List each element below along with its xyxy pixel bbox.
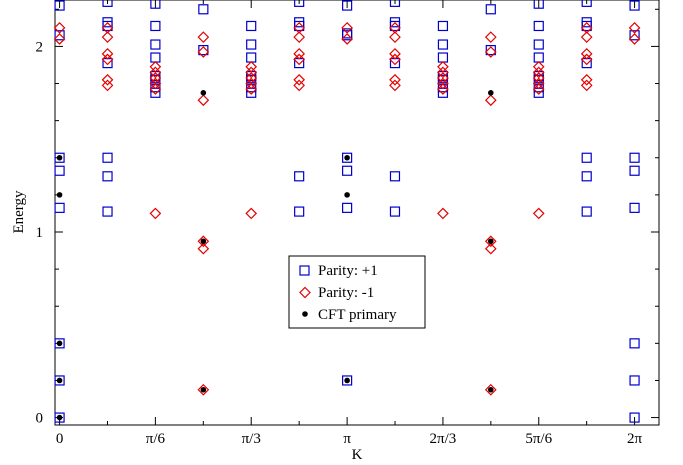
parity-plus-point: [247, 88, 256, 97]
parity-plus-point: [55, 203, 64, 212]
x-tick-label: 0: [56, 431, 64, 447]
parity-plus-point: [438, 21, 447, 30]
cft-primary-point: [201, 90, 207, 96]
cft-primary-point: [344, 155, 350, 161]
x-tick-label: 2π/3: [430, 431, 457, 447]
parity-minus-point: [198, 32, 208, 42]
parity-minus-point: [438, 208, 448, 218]
parity-plus-point: [343, 203, 352, 212]
cft-primary-point: [57, 378, 63, 384]
x-axis-label: K: [352, 447, 363, 463]
parity-minus-point: [486, 47, 496, 57]
parity-plus-point: [247, 40, 256, 49]
x-tick-label: 2π: [627, 431, 643, 447]
x-tick-label: π/3: [242, 431, 261, 447]
legend: Parity: +1 Parity: -1 CFT primary: [289, 256, 425, 328]
parity-plus-point: [582, 59, 591, 68]
parity-plus-point: [295, 59, 304, 68]
parity-plus-point: [390, 207, 399, 216]
parity-plus-point: [295, 207, 304, 216]
y-tick-label: 0: [36, 411, 44, 427]
legend-label-parity-minus: Parity: -1: [318, 285, 374, 301]
parity-plus-point: [103, 153, 112, 162]
cft-primary-point: [488, 387, 494, 393]
parity-minus-point: [246, 208, 256, 218]
parity-plus-point: [534, 53, 543, 62]
parity-plus-point: [151, 88, 160, 97]
data-marks: [55, 0, 640, 422]
parity-plus-point: [582, 153, 591, 162]
parity-plus-point: [390, 172, 399, 181]
cft-primary-point: [488, 238, 494, 244]
parity-minus-point: [630, 34, 640, 44]
legend-dot-marker: [302, 311, 308, 317]
parity-plus-point: [151, 53, 160, 62]
y-tick-label: 1: [36, 225, 44, 241]
parity-minus-point: [534, 208, 544, 218]
parity-plus-point: [534, 21, 543, 30]
parity-plus-point: [103, 59, 112, 68]
cft-primary-point: [57, 192, 63, 198]
cft-primary-point: [344, 192, 350, 198]
legend-label-cft-primary: CFT primary: [318, 307, 397, 323]
parity-minus-point: [198, 47, 208, 57]
parity-plus-point: [582, 207, 591, 216]
parity-plus-point: [151, 21, 160, 30]
parity-plus-point: [151, 40, 160, 49]
parity-plus-point: [582, 172, 591, 181]
y-axis-label: Energy: [11, 190, 27, 234]
plot-frame: [55, 0, 659, 425]
parity-plus-point: [199, 5, 208, 14]
parity-plus-point: [630, 203, 639, 212]
x-tick-label: π/6: [146, 431, 166, 447]
cft-primary-point: [57, 341, 63, 347]
parity-plus-point: [247, 21, 256, 30]
parity-plus-point: [630, 376, 639, 385]
parity-minus-point: [198, 95, 208, 105]
cft-primary-point: [57, 155, 63, 161]
parity-minus-point: [150, 208, 160, 218]
parity-plus-point: [534, 88, 543, 97]
parity-minus-point: [486, 32, 496, 42]
x-tick-label: 5π/6: [525, 431, 552, 447]
parity-minus-point: [342, 34, 352, 44]
parity-minus-point: [198, 244, 208, 254]
y-tick-label: 2: [36, 39, 44, 55]
parity-plus-point: [630, 153, 639, 162]
cft-primary-point: [57, 415, 63, 421]
parity-plus-point: [438, 53, 447, 62]
parity-plus-point: [438, 88, 447, 97]
parity-minus-point: [55, 34, 65, 44]
parity-plus-point: [630, 166, 639, 175]
parity-minus-point: [486, 244, 496, 254]
parity-plus-point: [438, 40, 447, 49]
cft-primary-point: [488, 90, 494, 96]
cft-primary-point: [201, 238, 207, 244]
legend-label-parity-plus: Parity: +1: [318, 263, 378, 279]
cft-primary-point: [201, 387, 207, 393]
parity-plus-point: [103, 207, 112, 216]
parity-minus-point: [486, 95, 496, 105]
parity-plus-point: [295, 172, 304, 181]
parity-plus-point: [343, 166, 352, 175]
parity-plus-point: [55, 166, 64, 175]
parity-plus-point: [630, 339, 639, 348]
parity-plus-point: [534, 40, 543, 49]
parity-plus-point: [486, 5, 495, 14]
parity-plus-point: [247, 53, 256, 62]
parity-plus-point: [390, 59, 399, 68]
x-tick-label: π: [343, 431, 351, 447]
parity-plus-point: [103, 172, 112, 181]
cft-primary-point: [344, 378, 350, 384]
